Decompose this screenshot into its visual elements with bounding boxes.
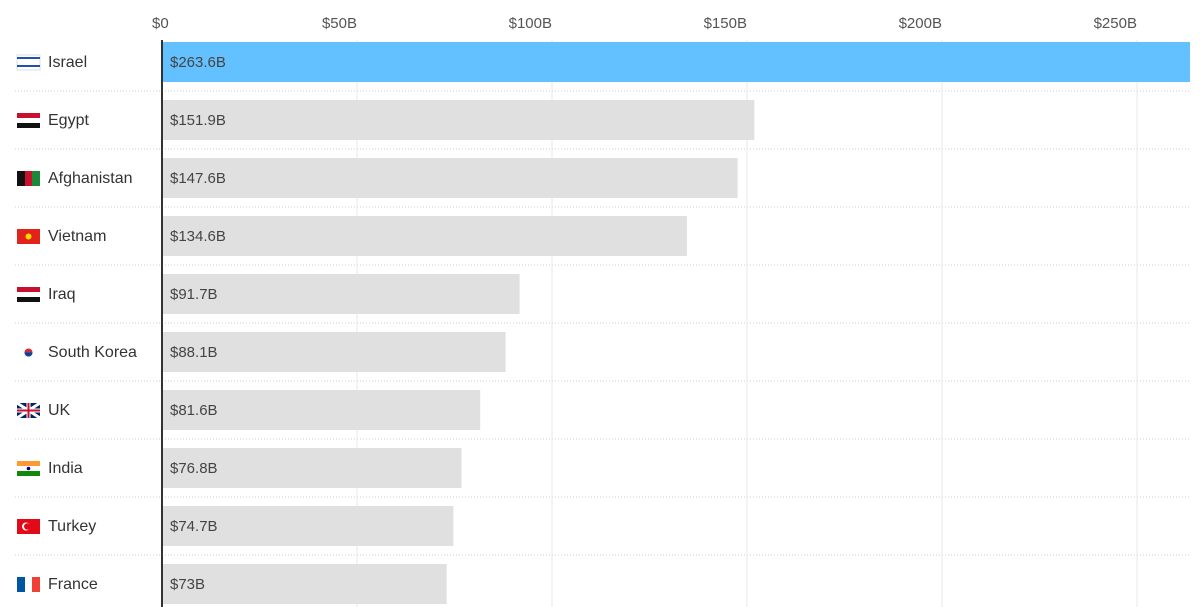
- flag: [25, 171, 32, 186]
- flag: [17, 461, 40, 466]
- flag: [32, 171, 40, 186]
- x-tick-label: $250B: [1094, 15, 1137, 32]
- x-tick-label: $200B: [899, 15, 942, 32]
- flag: [17, 403, 40, 418]
- y-tick-label: Afghanistan: [48, 170, 133, 187]
- value-label: $81.6B: [170, 402, 218, 419]
- bar: [162, 42, 1190, 82]
- flag: [17, 297, 40, 302]
- y-tick-label: South Korea: [48, 344, 137, 361]
- flag: [24, 352, 33, 357]
- flag: [17, 577, 25, 592]
- x-tick-label: $100B: [509, 15, 552, 32]
- flag-icon: [16, 54, 41, 71]
- flag: [17, 123, 40, 128]
- y-tick-label: Egypt: [48, 112, 89, 129]
- bar: [162, 448, 462, 488]
- y-tick-label: UK: [48, 402, 71, 419]
- y-tick-label: Israel: [48, 54, 87, 71]
- flag-icon: [17, 345, 40, 360]
- value-label: $73B: [170, 576, 205, 593]
- bar: [162, 158, 738, 198]
- flag: [25, 233, 32, 240]
- flag: [17, 292, 40, 297]
- flag-icon: [16, 401, 41, 420]
- flag: [17, 57, 40, 59]
- bar: [162, 332, 506, 372]
- y-tick-label: Turkey: [48, 518, 96, 535]
- flag-icon: [17, 287, 40, 302]
- bar: [162, 506, 454, 546]
- value-label: $263.6B: [170, 54, 226, 71]
- flag: [17, 471, 40, 476]
- flag: [17, 171, 25, 186]
- flag-icon: [17, 519, 40, 534]
- flag: [24, 523, 31, 530]
- bar: [162, 390, 481, 430]
- flag-icon: [17, 577, 40, 592]
- value-label: $91.7B: [170, 286, 218, 303]
- x-tick-label: $0: [152, 15, 169, 32]
- x-tick-label: $150B: [704, 15, 747, 32]
- flag: [25, 577, 32, 592]
- value-label: $74.7B: [170, 518, 218, 535]
- flag-icon: [17, 171, 40, 186]
- y-tick-label: India: [48, 460, 83, 477]
- flag: [17, 113, 40, 118]
- value-label: $147.6B: [170, 170, 226, 187]
- y-tick-label: Vietnam: [48, 228, 106, 245]
- flag: [17, 65, 40, 67]
- flag: [17, 287, 40, 292]
- flag-icon: [17, 229, 40, 244]
- y-tick-label: Iraq: [48, 286, 76, 303]
- flag-icon: [17, 113, 40, 128]
- value-label: $134.6B: [170, 228, 226, 245]
- bar: [162, 564, 447, 604]
- y-tick-label: France: [48, 576, 98, 593]
- bar: [162, 216, 687, 256]
- value-label: $88.1B: [170, 344, 218, 361]
- bar: [162, 100, 755, 140]
- flag: [26, 466, 31, 471]
- value-label: $76.8B: [170, 460, 218, 477]
- x-tick-label: $50B: [322, 15, 357, 32]
- bar: [162, 274, 520, 314]
- flag-icon: [17, 461, 40, 476]
- flag: [17, 118, 40, 123]
- flag: [32, 577, 40, 592]
- value-label: $151.9B: [170, 112, 226, 129]
